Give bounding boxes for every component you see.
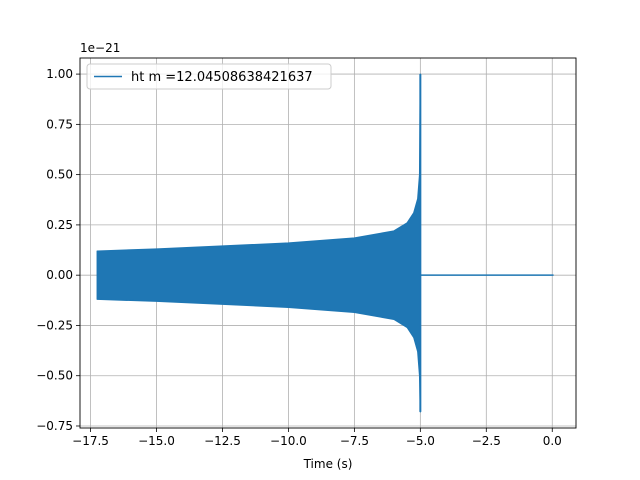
x-tick-label: −15.0 (138, 434, 175, 448)
x-axis-label: Time (s) (303, 457, 353, 471)
plot-frame (79, 57, 577, 429)
x-tick-label: −5.0 (406, 434, 435, 448)
grid (80, 58, 576, 428)
x-tick-label: 0.0 (543, 434, 562, 448)
x-tick-label: −10.0 (270, 434, 307, 448)
y-tick-label: −0.75 (36, 419, 73, 433)
y-offset-label: 1e−21 (80, 41, 120, 55)
y-tick-label: 0.00 (46, 268, 73, 282)
x-tick-label: −12.5 (204, 434, 241, 448)
y-tick-label: 0.75 (46, 117, 73, 131)
x-tick-label: −7.5 (340, 434, 369, 448)
x-tick-label: −17.5 (72, 434, 109, 448)
y-tick-label: −0.50 (36, 369, 73, 383)
legend-label: ht m =12.04508638421637 (131, 70, 313, 85)
legend-box (86, 63, 332, 90)
y-tick-label: 1.00 (46, 67, 73, 81)
ticks: −17.5 −15.0 −12.5 −10.0 −7.5 −5.0 −2.5 0.0 −0.75… (36, 67, 562, 448)
y-tick-label: 0.25 (46, 218, 73, 232)
y-tick-label: 0.50 (46, 168, 73, 182)
x-tick-label: −2.5 (472, 434, 501, 448)
legend: ht m =12.04508638421637 (86, 63, 332, 90)
series-layer (96, 73, 554, 413)
y-tick-label: −0.25 (36, 318, 73, 332)
